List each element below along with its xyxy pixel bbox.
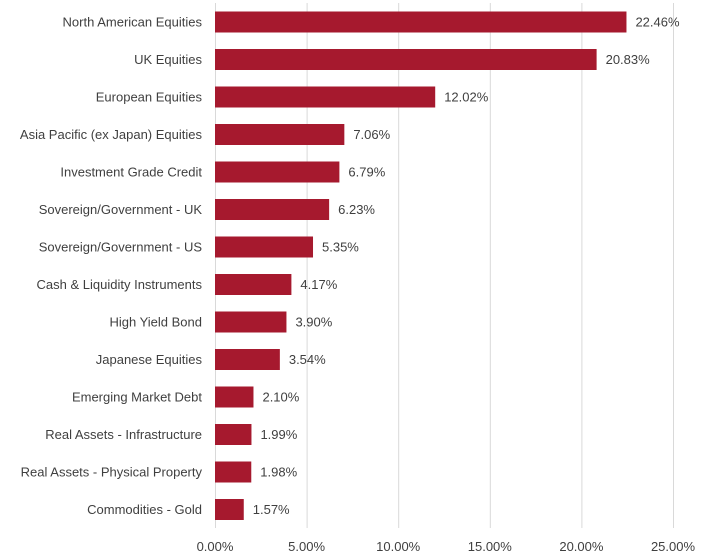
category-labels: North American Equities UK Equities Europe…	[20, 15, 203, 518]
data-label: 3.54%	[289, 352, 326, 367]
x-tick-label: 20.00%	[559, 539, 604, 554]
data-label: 1.98%	[260, 465, 297, 480]
bar	[215, 124, 345, 145]
category-label: Investment Grade Credit	[60, 165, 202, 180]
data-label: 20.83%	[606, 52, 651, 67]
data-label: 6.79%	[348, 165, 385, 180]
x-tick-label: 15.00%	[468, 539, 513, 554]
data-label: 22.46%	[635, 15, 680, 30]
category-label: Sovereign/Government - US	[39, 240, 203, 255]
bar	[215, 349, 280, 370]
bar	[215, 11, 627, 33]
bar	[215, 161, 340, 183]
bar	[215, 86, 436, 108]
data-label: 5.35%	[322, 240, 359, 255]
category-label: Commodities - Gold	[87, 502, 202, 517]
bar	[215, 199, 330, 220]
data-label: 7.06%	[353, 127, 390, 142]
x-axis-tick-labels: 0.00% 5.00% 10.00% 15.00% 20.00% 25.00%	[197, 539, 696, 554]
bars	[215, 11, 627, 520]
data-label: 12.02%	[444, 90, 489, 105]
bar	[215, 499, 244, 520]
data-label: 2.10%	[262, 390, 299, 405]
x-tick-label: 0.00%	[197, 539, 234, 554]
category-label: Japanese Equities	[96, 352, 203, 367]
category-label: European Equities	[96, 90, 203, 105]
gridlines	[215, 3, 674, 528]
category-label: Cash & Liquidity Instruments	[37, 277, 203, 292]
bar	[215, 274, 292, 295]
data-label: 6.23%	[338, 202, 375, 217]
category-label: UK Equities	[134, 52, 202, 67]
category-label: Real Assets - Physical Property	[21, 465, 203, 480]
x-tick-label: 25.00%	[651, 539, 696, 554]
category-label: High Yield Bond	[109, 315, 202, 330]
data-label: 1.99%	[260, 427, 297, 442]
category-label: Real Assets - Infrastructure	[45, 427, 202, 442]
bar	[215, 311, 287, 333]
bar	[215, 49, 597, 70]
x-tick-label: 5.00%	[288, 539, 325, 554]
category-label: Emerging Market Debt	[72, 390, 202, 405]
bar	[215, 424, 252, 445]
category-label: Sovereign/Government - UK	[39, 202, 203, 217]
category-label: Asia Pacific (ex Japan) Equities	[20, 127, 203, 142]
bar	[215, 236, 314, 258]
data-label: 4.17%	[300, 277, 337, 292]
value-labels: 22.46% 20.83% 12.02% 7.06% 6.79% 6.23% 5.35% 4.…	[253, 15, 680, 518]
x-tick-label: 10.00%	[376, 539, 421, 554]
category-label: North American Equities	[63, 15, 203, 30]
bar	[215, 386, 254, 408]
data-label: 1.57%	[253, 502, 290, 517]
data-label: 3.90%	[295, 315, 332, 330]
bar	[215, 461, 252, 483]
